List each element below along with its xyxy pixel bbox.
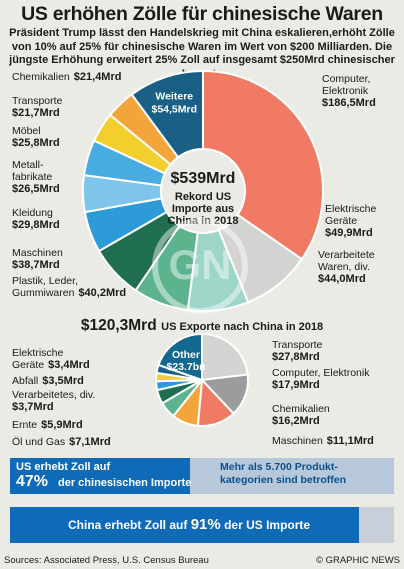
imports-label-chemikalien: Chemikalien $21,4Mrd bbox=[12, 71, 121, 83]
exports-label-elektrische-geräte: Elektrische Geräte $3,4Mrd bbox=[12, 347, 90, 371]
china-tariff-text-post: der US Importe bbox=[224, 518, 311, 532]
imports-label-plastik-leder-gummiwaren: Plastik, Leder, Gummiwaren $40,2Mrd bbox=[12, 275, 126, 299]
imports-label-metall-fabrikate: Metall-fabrikate $26,5Mrd bbox=[12, 159, 60, 195]
exports-label-verarbeitetes-div: Verarbeitetes, div. $3,7Mrd bbox=[12, 389, 95, 413]
imports-label-verarbeitete-waren-div: Verarbeitete Waren, div. $44,0Mrd bbox=[318, 249, 375, 285]
exports-heading-value: $120,3Mrd bbox=[80, 317, 157, 334]
us-tariff-text-2: der chinesischen Importe bbox=[58, 477, 192, 489]
imports-center-value: $539Mrd bbox=[171, 170, 236, 187]
source-text: Sources: Associated Press, U.S. Census B… bbox=[4, 555, 209, 566]
copyright-text: © GRAPHIC NEWS bbox=[315, 555, 400, 566]
china-tariff-bar-fill bbox=[10, 507, 360, 543]
us-tariff-bar: US erhebt Zoll auf 47% der chinesischen … bbox=[10, 458, 394, 494]
china-tariff-text-pre: China erhebt Zoll auf bbox=[68, 518, 188, 532]
china-tariff-percent: 91% bbox=[190, 516, 221, 533]
exports-label-abfall: Abfall $3,5Mrd bbox=[12, 375, 84, 387]
page-title: US erhöhen Zölle für chinesische Waren bbox=[21, 3, 383, 25]
exports-donut-chart: Other $23.7bn Transporte $27,8Mrd Computer, … bbox=[12, 332, 374, 448]
exports-label-transporte: Transporte $27,8Mrd bbox=[272, 339, 323, 363]
us-tariff-note: Mehr als 5.700 Produkt- kategorien sind … bbox=[220, 461, 347, 486]
imports-label-computer-elektronik: Computer, Elektronik $186,5Mrd bbox=[322, 73, 376, 109]
watermark-logo: GN bbox=[152, 218, 248, 314]
china-tariff-text: China erhebt Zoll auf 91% der US Importe bbox=[68, 516, 310, 533]
imports-label-transporte: Transporte $21,7Mrd bbox=[12, 95, 63, 119]
exports-slice-transporte bbox=[201, 332, 249, 382]
us-tariff-bar-fill bbox=[10, 458, 191, 494]
china-tariff-bar: China erhebt Zoll auf 91% der US Importe bbox=[10, 507, 394, 543]
page-subtitle: Präsident Trump lässt den Handelskrieg m… bbox=[9, 27, 395, 80]
imports-slice-weitere bbox=[130, 69, 204, 159]
imports-label-maschinen: Maschinen $38,7Mrd bbox=[12, 247, 63, 271]
imports-label-weitere: Weitere $54,5Mrd bbox=[151, 91, 197, 116]
exports-label-maschinen: Maschinen $11,1Mrd bbox=[272, 435, 374, 447]
exports-label-ernte: Ernte $5,9Mrd bbox=[12, 419, 83, 431]
exports-heading: $120,3Mrd US Exporte nach China in 2018 bbox=[0, 317, 404, 335]
us-tariff-bar-rest bbox=[190, 458, 394, 494]
exports-label-other: Other $23.7bn bbox=[166, 349, 205, 373]
exports-label-computer-elektronik: Computer, Elektronik $17,9Mrd bbox=[272, 367, 370, 391]
imports-label-elektrische-geräte: Elektrische Geräte $49,9Mrd bbox=[325, 203, 377, 239]
exports-label-öl-und-gas: Öl und Gas $7,1Mrd bbox=[12, 436, 111, 448]
exports-slice-other bbox=[157, 332, 203, 382]
exports-heading-text: US Exporte nach China in 2018 bbox=[161, 321, 324, 333]
us-tariff-text-1: US erhebt Zoll auf bbox=[16, 461, 111, 473]
us-tariff-percent: 47% bbox=[16, 473, 49, 490]
exports-label-chemikalien: Chemikalien $16,2Mrd bbox=[272, 403, 330, 427]
imports-label-kleidung: Kleidung $29,8Mrd bbox=[12, 207, 60, 231]
imports-label-möbel: Möbel $25,8Mrd bbox=[12, 125, 60, 149]
imports-slice-computer-elektronik bbox=[202, 69, 324, 261]
